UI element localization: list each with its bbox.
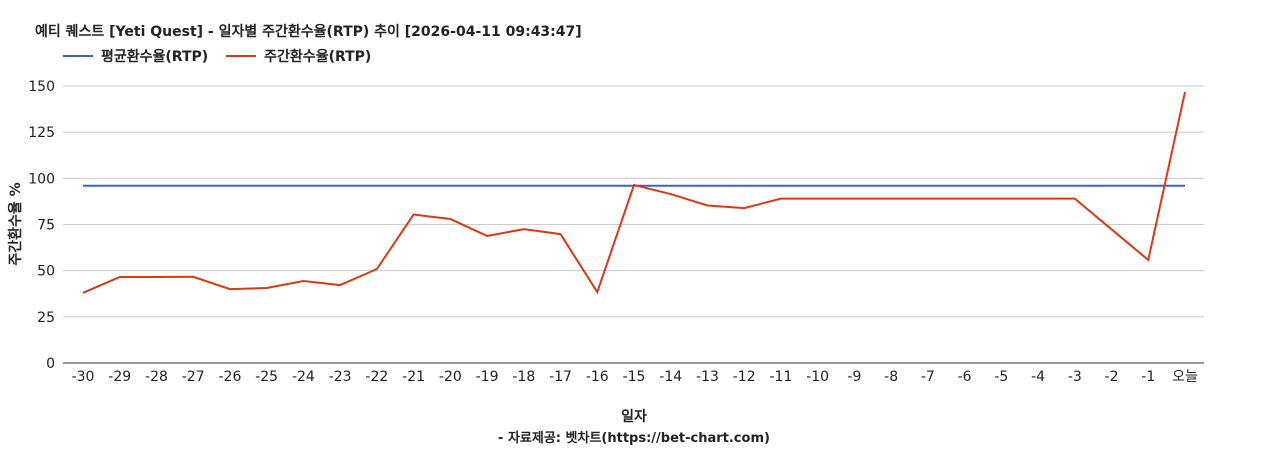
x-tick-label: -23 (329, 369, 352, 385)
legend-label: 주간환수율(RTP) (264, 49, 372, 65)
x-tick-label: -25 (255, 369, 278, 385)
legend-item-weekly[interactable]: 주간환수율(RTP) (226, 46, 371, 66)
x-tick-label: -29 (108, 369, 131, 385)
x-tick-label: -14 (659, 369, 682, 385)
x-tick-label: -13 (696, 369, 719, 385)
x-tick-label: -27 (182, 369, 205, 385)
y-tick-label: 75 (37, 218, 55, 234)
x-tick-label: -30 (72, 369, 95, 385)
x-tick-label: -2 (1105, 369, 1119, 385)
legend: 평균환수율(RTP) 주간환수율(RTP) (63, 46, 371, 66)
y-tick-label: 0 (46, 356, 55, 372)
x-tick-label: -28 (145, 369, 168, 385)
chart-title: 예티 퀘스트 [Yeti Quest] - 일자별 주간환수율(RTP) 추이 … (35, 24, 582, 40)
legend-swatch (226, 55, 257, 57)
y-axis-label: 주간환수율 % (7, 182, 24, 265)
y-tick-label: 25 (37, 310, 55, 326)
y-tick-label: 125 (28, 125, 55, 141)
x-tick-label: -17 (549, 369, 572, 385)
y-tick-label: 100 (28, 171, 55, 187)
x-tick-label: -1 (1141, 369, 1155, 385)
x-tick-label: -9 (847, 369, 861, 385)
x-tick-label: -24 (292, 369, 315, 385)
legend-item-average[interactable]: 평균환수율(RTP) (63, 46, 208, 66)
x-tick-label: -15 (623, 369, 646, 385)
x-tick-label: -11 (769, 369, 792, 385)
x-tick-label: -3 (1068, 369, 1082, 385)
x-tick-label: -26 (218, 369, 241, 385)
x-tick-label: -4 (1031, 369, 1045, 385)
y-tick-label: 50 (37, 264, 55, 280)
x-tick-label: -10 (806, 369, 829, 385)
series-line-weekly (82, 91, 1186, 295)
x-tick-label: -12 (733, 369, 756, 385)
footer-credit: - 자료제공: 벳차트(https://bet-chart.com) (498, 430, 770, 446)
x-tick-label: -21 (402, 369, 425, 385)
x-tick-label: -19 (476, 369, 499, 385)
x-axis-label: 일자 (621, 409, 647, 425)
x-tick-label: -7 (921, 369, 935, 385)
legend-swatch (63, 55, 93, 57)
x-tick-label: -8 (884, 369, 898, 385)
x-tick-label: -6 (958, 369, 972, 385)
x-tick-label: 오늘 (1172, 369, 1198, 385)
x-tick-label: -5 (994, 369, 1008, 385)
x-tick-label: -18 (512, 369, 535, 385)
x-tick-label: -16 (586, 369, 609, 385)
x-tick-label: -22 (365, 369, 388, 385)
legend-label: 평균환수율(RTP) (101, 49, 209, 65)
y-tick-label: 150 (28, 79, 55, 95)
x-tick-label: -20 (439, 369, 462, 385)
